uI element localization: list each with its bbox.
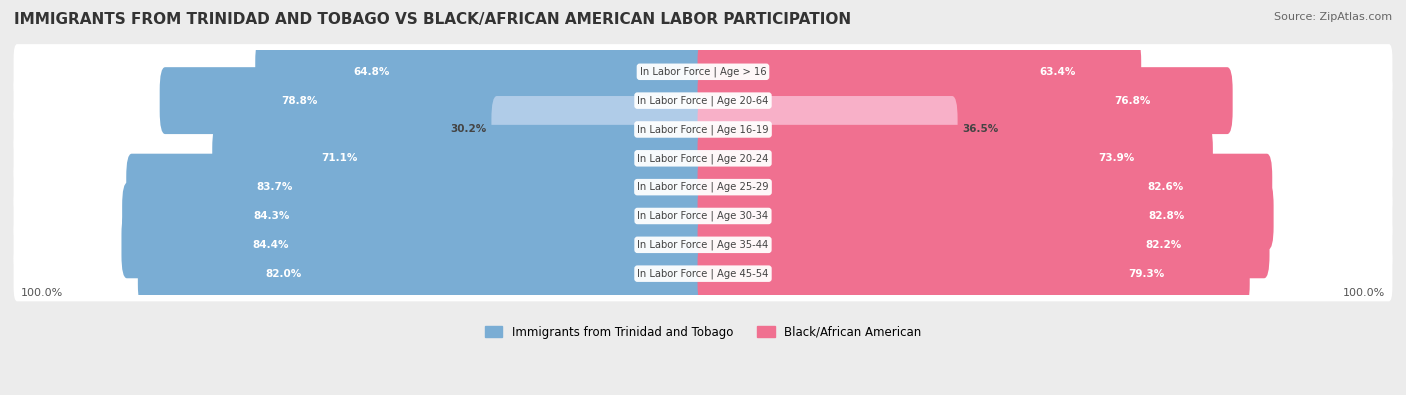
Text: 100.0%: 100.0% xyxy=(21,288,63,298)
FancyBboxPatch shape xyxy=(121,211,709,278)
Legend: Immigrants from Trinidad and Tobago, Black/African American: Immigrants from Trinidad and Tobago, Bla… xyxy=(479,321,927,343)
Text: 82.2%: 82.2% xyxy=(1144,240,1181,250)
FancyBboxPatch shape xyxy=(697,38,1142,105)
Text: In Labor Force | Age 30-34: In Labor Force | Age 30-34 xyxy=(637,211,769,221)
FancyBboxPatch shape xyxy=(697,125,1213,192)
Text: In Labor Force | Age 45-54: In Labor Force | Age 45-54 xyxy=(637,269,769,279)
FancyBboxPatch shape xyxy=(138,240,709,307)
FancyBboxPatch shape xyxy=(14,246,1392,301)
Text: 64.8%: 64.8% xyxy=(353,67,389,77)
Text: In Labor Force | Age 20-64: In Labor Force | Age 20-64 xyxy=(637,95,769,106)
Text: 84.4%: 84.4% xyxy=(253,240,290,250)
Text: In Labor Force | Age 16-19: In Labor Force | Age 16-19 xyxy=(637,124,769,135)
FancyBboxPatch shape xyxy=(127,154,709,220)
FancyBboxPatch shape xyxy=(697,96,957,163)
FancyBboxPatch shape xyxy=(14,160,1392,215)
FancyBboxPatch shape xyxy=(14,217,1392,273)
Text: In Labor Force | Age 25-29: In Labor Force | Age 25-29 xyxy=(637,182,769,192)
FancyBboxPatch shape xyxy=(697,154,1272,220)
Text: 100.0%: 100.0% xyxy=(1343,288,1385,298)
Text: 76.8%: 76.8% xyxy=(1115,96,1152,105)
Text: In Labor Force | Age 20-24: In Labor Force | Age 20-24 xyxy=(637,153,769,164)
Text: Source: ZipAtlas.com: Source: ZipAtlas.com xyxy=(1274,12,1392,22)
Text: 82.0%: 82.0% xyxy=(266,269,301,278)
Text: 83.7%: 83.7% xyxy=(256,182,292,192)
Text: 78.8%: 78.8% xyxy=(281,96,318,105)
FancyBboxPatch shape xyxy=(697,240,1250,307)
FancyBboxPatch shape xyxy=(697,211,1270,278)
Text: 30.2%: 30.2% xyxy=(450,124,486,134)
FancyBboxPatch shape xyxy=(212,125,709,192)
Text: IMMIGRANTS FROM TRINIDAD AND TOBAGO VS BLACK/AFRICAN AMERICAN LABOR PARTICIPATIO: IMMIGRANTS FROM TRINIDAD AND TOBAGO VS B… xyxy=(14,12,851,27)
FancyBboxPatch shape xyxy=(14,102,1392,157)
FancyBboxPatch shape xyxy=(697,67,1233,134)
Text: 82.8%: 82.8% xyxy=(1149,211,1184,221)
FancyBboxPatch shape xyxy=(14,73,1392,128)
FancyBboxPatch shape xyxy=(14,44,1392,100)
Text: In Labor Force | Age 35-44: In Labor Force | Age 35-44 xyxy=(637,240,769,250)
Text: In Labor Force | Age > 16: In Labor Force | Age > 16 xyxy=(640,66,766,77)
Text: 63.4%: 63.4% xyxy=(1039,67,1076,77)
Text: 71.1%: 71.1% xyxy=(321,153,357,163)
Text: 84.3%: 84.3% xyxy=(253,211,290,221)
FancyBboxPatch shape xyxy=(122,182,709,249)
FancyBboxPatch shape xyxy=(160,67,709,134)
FancyBboxPatch shape xyxy=(256,38,709,105)
FancyBboxPatch shape xyxy=(697,182,1274,249)
Text: 36.5%: 36.5% xyxy=(962,124,998,134)
Text: 73.9%: 73.9% xyxy=(1098,153,1135,163)
Text: 79.3%: 79.3% xyxy=(1129,269,1166,278)
FancyBboxPatch shape xyxy=(14,188,1392,244)
FancyBboxPatch shape xyxy=(14,131,1392,186)
Text: 82.6%: 82.6% xyxy=(1147,182,1184,192)
FancyBboxPatch shape xyxy=(492,96,709,163)
